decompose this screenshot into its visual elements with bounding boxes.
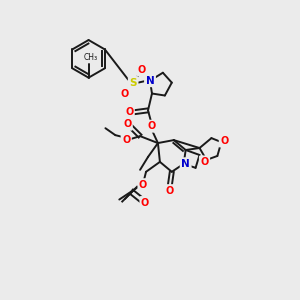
Text: O: O — [138, 65, 146, 75]
Text: O: O — [220, 136, 228, 146]
Text: O: O — [200, 157, 208, 167]
Text: O: O — [125, 107, 133, 117]
Text: O: O — [139, 180, 147, 190]
Text: O: O — [141, 197, 149, 208]
Text: S: S — [129, 78, 137, 88]
Text: O: O — [148, 121, 156, 131]
Text: N: N — [181, 159, 190, 169]
Text: O: O — [123, 119, 131, 129]
Text: O: O — [122, 135, 130, 145]
Text: N: N — [146, 76, 154, 85]
Text: O: O — [166, 186, 174, 196]
Text: CH₃: CH₃ — [83, 53, 98, 62]
Text: O: O — [120, 88, 128, 98]
